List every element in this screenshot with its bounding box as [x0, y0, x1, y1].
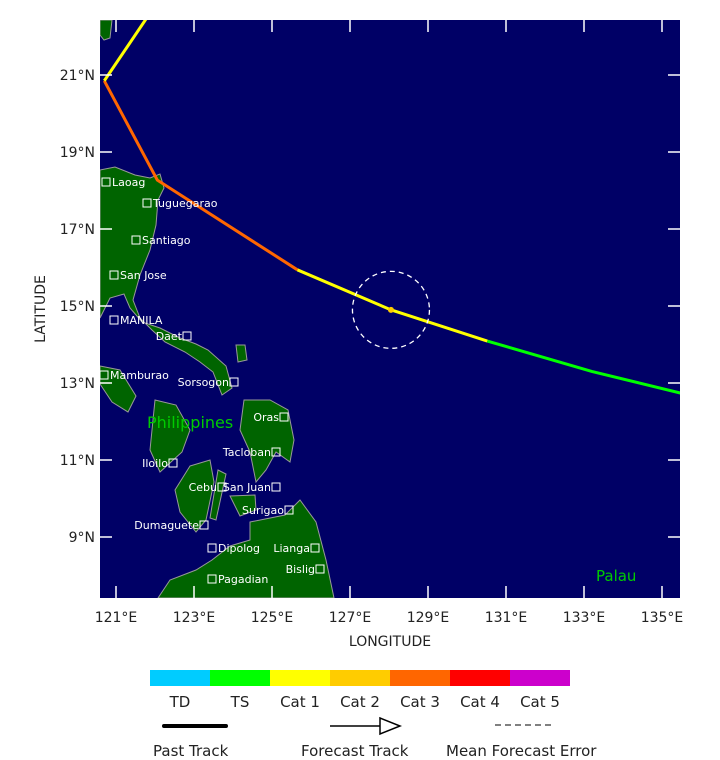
forecast-track-label: Forecast Track [301, 742, 409, 760]
city-marker-icon [271, 482, 281, 492]
catanduanes [235, 344, 248, 363]
y-axis-label: LATITUDE [33, 275, 49, 343]
city-label: Sorsogon [178, 376, 229, 389]
legend-swatch [150, 670, 210, 686]
mean-forecast-error-label: Mean Forecast Error [446, 742, 597, 760]
lon-tick-label: 135°E [641, 610, 684, 626]
city-label: Surigao [242, 504, 284, 517]
city-label: Mamburao [110, 369, 169, 382]
legend-swatch [450, 670, 510, 686]
legend-category-label: Cat 1 [280, 693, 320, 711]
mindanao [157, 499, 335, 598]
forecast-arrow-head-icon [379, 716, 403, 736]
bohol [229, 494, 257, 517]
lat-tick-label: 19°N [60, 145, 95, 161]
lon-tick-label: 127°E [329, 610, 372, 626]
city-marker-icon [199, 520, 209, 530]
legend-category-label: Cat 2 [340, 693, 380, 711]
city-label: Daet [156, 330, 183, 343]
category-color-bar [150, 670, 570, 686]
city-marker-icon [99, 370, 109, 380]
city-marker-icon [109, 315, 119, 325]
city-marker-icon [168, 458, 178, 468]
city-marker-icon [217, 482, 227, 492]
legend-swatch [510, 670, 570, 686]
lat-tick-label: 9°N [69, 530, 95, 546]
city-label: Santiago [142, 234, 191, 247]
past-track-label: Past Track [153, 742, 229, 760]
city-label: Laoag [112, 176, 145, 189]
city-marker-icon [182, 331, 192, 341]
legend-category-label: Cat 5 [520, 693, 560, 711]
city-label: Pagadian [218, 573, 268, 586]
city-label: Tacloban [222, 446, 271, 459]
city-marker-icon [207, 574, 217, 584]
negros [174, 459, 215, 533]
lat-tick-label: 15°N [60, 299, 95, 315]
legend-category-label: Cat 3 [400, 693, 440, 711]
track-segment [103, 20, 148, 82]
lon-tick-label: 129°E [407, 610, 450, 626]
lon-tick-label: 133°E [563, 610, 606, 626]
axis-ticks: 121°E 123°E 125°E 127°E 129°E 131°E 133°E 135°E… [60, 20, 684, 626]
city-label: Tuguegarao [152, 197, 218, 210]
city-markers: Laoag Tuguegarao Santiago San Jose MANILA Dae… [99, 176, 325, 586]
taiwan-tip [100, 20, 113, 41]
city-marker-icon [142, 198, 152, 208]
city-marker-icon [109, 270, 119, 280]
lon-tick-label: 123°E [173, 610, 216, 626]
current-position-marker [387, 306, 394, 313]
lat-tick-label: 11°N [60, 453, 95, 469]
city-label: Dipolog [218, 542, 260, 555]
legend-swatch [210, 670, 270, 686]
city-label: Cebu [189, 481, 217, 494]
city-label: Bislig [286, 563, 315, 576]
lat-tick-label: 21°N [60, 68, 95, 84]
storm-track [102, 20, 680, 395]
mean-forecast-error-circle [351, 270, 431, 350]
legend-swatch [330, 670, 390, 686]
city-label: San Jose [120, 269, 167, 282]
legend-category-label: Cat 4 [460, 693, 500, 711]
legend-category-label: TS [230, 693, 250, 711]
legend-category-label: TD [169, 693, 191, 711]
lon-tick-label: 131°E [485, 610, 528, 626]
mindoro [100, 365, 137, 413]
x-axis-label: LONGITUDE [349, 634, 431, 650]
city-marker-icon [229, 377, 239, 387]
legend-swatch [390, 670, 450, 686]
city-label: MANILA [120, 314, 163, 327]
city-marker-icon [131, 235, 141, 245]
country-label-philippines: Philippines [147, 413, 233, 432]
city-marker-icon [284, 505, 294, 515]
city-marker-icon [101, 177, 111, 187]
panay [149, 399, 191, 473]
lat-tick-label: 17°N [60, 222, 95, 238]
track-segment [486, 339, 680, 395]
land [100, 20, 335, 598]
city-label: Iloilo [142, 457, 168, 470]
city-marker-icon [310, 543, 320, 553]
country-label-palau: Palau [596, 567, 636, 585]
legend-swatch [270, 670, 330, 686]
city-label: Lianga [273, 542, 310, 555]
city-label: Dumaguete [134, 519, 199, 532]
lat-tick-label: 13°N [60, 376, 95, 392]
city-marker-icon [271, 447, 281, 457]
city-marker-icon [315, 564, 325, 574]
track-segment [102, 80, 299, 272]
lon-tick-label: 125°E [251, 610, 294, 626]
city-label: Oras [253, 411, 279, 424]
city-marker-icon [279, 412, 289, 422]
city-marker-icon [207, 543, 217, 553]
lon-tick-label: 121°E [95, 610, 138, 626]
city-label: San Juan [223, 481, 271, 494]
